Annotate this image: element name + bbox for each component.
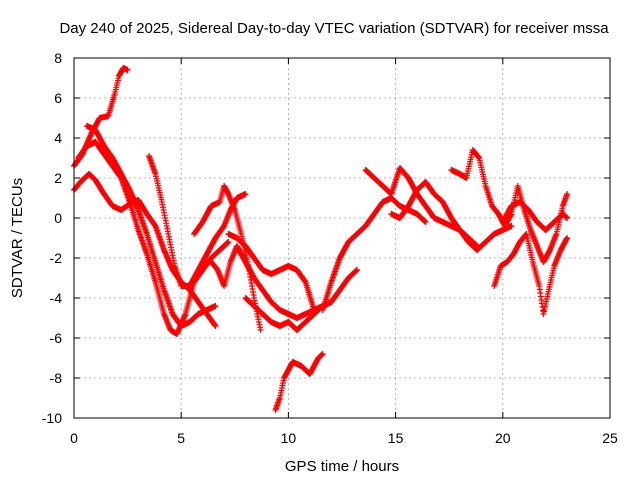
x-tick-label: 5 <box>177 430 185 446</box>
y-tick-label: -10 <box>42 410 62 426</box>
data-markers-arc-6 <box>191 183 264 333</box>
series-arc-10 <box>272 351 326 413</box>
series-arc-9 <box>242 267 360 333</box>
y-axis-label: SDTVAR / TECUs <box>9 178 26 298</box>
data-markers-arc-13 <box>388 179 515 253</box>
y-tick-label: 6 <box>54 90 62 106</box>
ticks <box>73 57 611 419</box>
x-tick-label: 25 <box>602 430 618 446</box>
data-markers-arc-16 <box>499 199 571 233</box>
data-markers-arc-4 <box>83 123 219 329</box>
series-arc-4 <box>83 123 219 329</box>
data-markers-arc-8 <box>225 231 318 313</box>
x-axis-label: GPS time / hours <box>285 458 399 475</box>
y-tick-label: 4 <box>54 130 62 146</box>
y-tick-label: -8 <box>50 370 63 386</box>
y-tick-label: 2 <box>54 170 62 186</box>
y-tick-label: 0 <box>54 210 62 226</box>
y-tick-labels: -10 -8 -6 -4 -2 0 2 4 6 8 <box>42 50 62 426</box>
data-markers-arc-10 <box>272 351 326 413</box>
series-arc-16 <box>499 199 571 233</box>
x-tick-labels: 0 5 10 15 20 25 <box>70 430 618 446</box>
y-tick-label: -6 <box>50 330 63 346</box>
y-tick-label: -4 <box>50 290 63 306</box>
series-arc-13 <box>388 179 515 253</box>
x-tick-label: 20 <box>495 430 511 446</box>
series-arc-15 <box>491 231 571 317</box>
y-tick-label: -2 <box>50 250 63 266</box>
plot-frame <box>73 57 611 419</box>
x-tick-label: 15 <box>388 430 404 446</box>
series-layer <box>71 65 571 413</box>
series-arc-8 <box>225 231 318 313</box>
series-arc-11 <box>319 195 429 313</box>
data-markers-arc-15 <box>491 231 571 317</box>
series-arc-6 <box>191 183 264 333</box>
data-markers-arc-5 <box>146 153 249 289</box>
x-tick-label: 0 <box>70 430 78 446</box>
x-tick-label: 10 <box>281 430 297 446</box>
series-arc-5 <box>146 153 249 289</box>
data-markers-arc-11 <box>319 195 429 313</box>
chart-title: Day 240 of 2025, Sidereal Day-to-day VTE… <box>59 20 609 37</box>
y-tick-label: 8 <box>54 50 62 66</box>
grid <box>74 58 610 418</box>
data-markers-arc-9 <box>242 267 360 333</box>
